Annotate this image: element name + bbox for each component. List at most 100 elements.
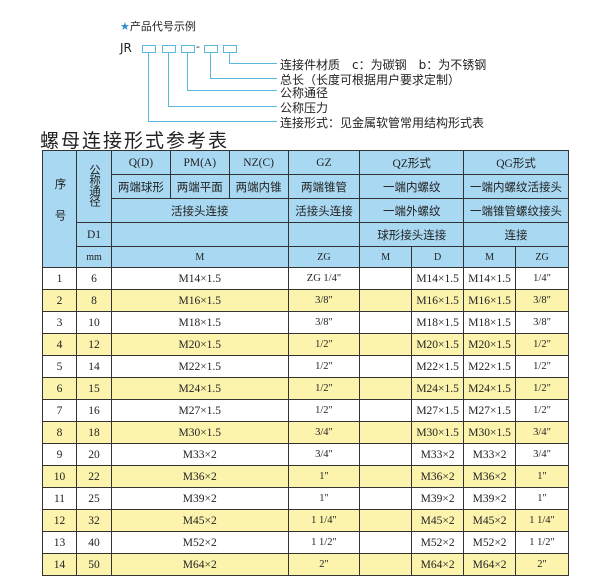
code-separator: - [196,40,200,53]
table-cell: M20×1.5 [463,333,517,356]
table-cell: 22 [75,465,112,488]
connector-line [210,78,277,79]
table-cell: 10 [75,311,112,334]
legend-diameter: 公称通径 [280,86,329,100]
table-title: 螺母连接形式参考表 [40,130,230,152]
table-cell: 6 [75,267,112,290]
table-cell: M20×1.5 [110,333,289,356]
code-box-3 [181,45,195,53]
table-cell [359,333,413,356]
table-cell: 1 1/2" [515,531,569,554]
table-cell: M20×1.5 [411,333,465,356]
table-body: 1 6 M14×1.5 ZG 1/4" M14×1.5 M14×1.5 1/4" 2 8 M16×… [42,267,569,576]
table-cell: 25 [75,487,112,510]
header-gz: GZ [287,150,361,175]
table-cell [359,531,413,554]
table-cell: 3/8" [287,311,361,334]
table-cell: 3/8" [515,289,569,312]
table-row: 12 32 M45×2 1 1/4" M45×2 M45×2 1 1/4" [42,509,569,532]
connector-line [210,53,211,78]
table-cell: 1/2" [515,355,569,378]
table-cell: M33×2 [411,443,465,466]
table-cell: 10 [42,465,77,488]
table-cell: M18×1.5 [411,311,465,334]
table-cell: 3/8" [287,289,361,312]
table-cell: M27×1.5 [463,399,517,422]
table-cell: M52×2 [110,531,289,554]
table-cell: M45×2 [110,509,289,532]
table-cell: 13 [42,531,77,554]
header-qg-zg: ZG [515,246,569,268]
gz-joint: 活接头连接 [287,198,361,223]
table-cell: 16 [75,399,112,422]
table-cell: 6 [42,377,77,400]
table-row: 9 20 M33×2 3/4" M33×2 M33×2 3/4" [42,443,569,466]
table-cell: M14×1.5 [463,267,517,290]
header-m: M [110,246,289,268]
table-cell: 11 [42,487,77,510]
table-cell: 1 1/4" [515,509,569,532]
table-cell: M22×1.5 [411,355,465,378]
table-cell: 2 [42,289,77,312]
qz-desc2: 一端外螺纹 [359,198,465,223]
table-cell: 32 [75,509,112,532]
table-cell: 3/8" [515,311,569,334]
table-cell: 5 [42,355,77,378]
table-cell [359,509,413,532]
table-cell: 2" [515,553,569,576]
table-cell: 1" [287,465,361,488]
table-cell: 7 [42,399,77,422]
connector-line [168,53,169,106]
table-cell: 3 [42,311,77,334]
empty-cell [287,222,361,247]
table-cell: M27×1.5 [411,399,465,422]
table-cell: M36×2 [411,465,465,488]
table-cell: 18 [75,421,112,444]
q-desc: 两端球形 [110,174,171,199]
header-qz: QZ形式 [359,150,465,175]
table-cell: 20 [75,443,112,466]
qz-desc3: 球形接头连接 [359,222,465,247]
table-cell: 3/4" [287,421,361,444]
header-pm: PM(A) [169,150,230,175]
table-cell: 12 [42,509,77,532]
table-cell: M30×1.5 [110,421,289,444]
header-dn: 公称通径 [75,150,112,223]
table-row: 14 50 M64×2 2" M64×2 M64×2 2" [42,553,569,576]
qg-desc: 一端内螺纹活接头 [463,174,569,199]
code-box-1 [142,45,156,53]
table-cell: 15 [75,377,112,400]
table-cell: ZG 1/4" [287,267,361,290]
table-cell [359,399,413,422]
header-zg: ZG [287,246,361,268]
table-cell [359,443,413,466]
nut-connection-table: 序号 公称通径 Q(D) PM(A) NZ(C) GZ QZ形式 QG形式 两端… [42,150,569,576]
table-row: 2 8 M16×1.5 3/8" M16×1.5 M16×1.5 3/8" [42,289,569,312]
connector-line [187,90,277,91]
table-cell: M24×1.5 [411,377,465,400]
table-cell: 50 [75,553,112,576]
table-cell: M36×2 [110,465,289,488]
table-cell: 4 [42,333,77,356]
table-cell [359,311,413,334]
table-row: 6 15 M24×1.5 1/2" M24×1.5 M24×1.5 1/2" [42,377,569,400]
table-cell [359,553,413,576]
table-cell: M36×2 [463,465,517,488]
table-cell: 3/4" [515,421,569,444]
legend-connection: 连接形式：见金属软管常用结构形式表 [280,116,485,130]
table-cell [359,355,413,378]
connector-line [148,53,149,121]
table-row: 1 6 M14×1.5 ZG 1/4" M14×1.5 M14×1.5 1/4" [42,267,569,290]
table-cell: M18×1.5 [110,311,289,334]
table-row: 10 22 M36×2 1" M36×2 M36×2 1" [42,465,569,488]
table-cell: 14 [42,553,77,576]
table-cell: M22×1.5 [463,355,517,378]
table-cell: M33×2 [463,443,517,466]
table-row: 11 25 M39×2 1" M39×2 M39×2 1" [42,487,569,510]
table-cell: 1/2" [515,333,569,356]
connector-line [229,63,277,64]
table-cell: 1/2" [287,377,361,400]
table-cell: 14 [75,355,112,378]
header-d1: D1 [75,222,112,247]
table-row: 4 12 M20×1.5 1/2" M20×1.5 M20×1.5 1/2" [42,333,569,356]
